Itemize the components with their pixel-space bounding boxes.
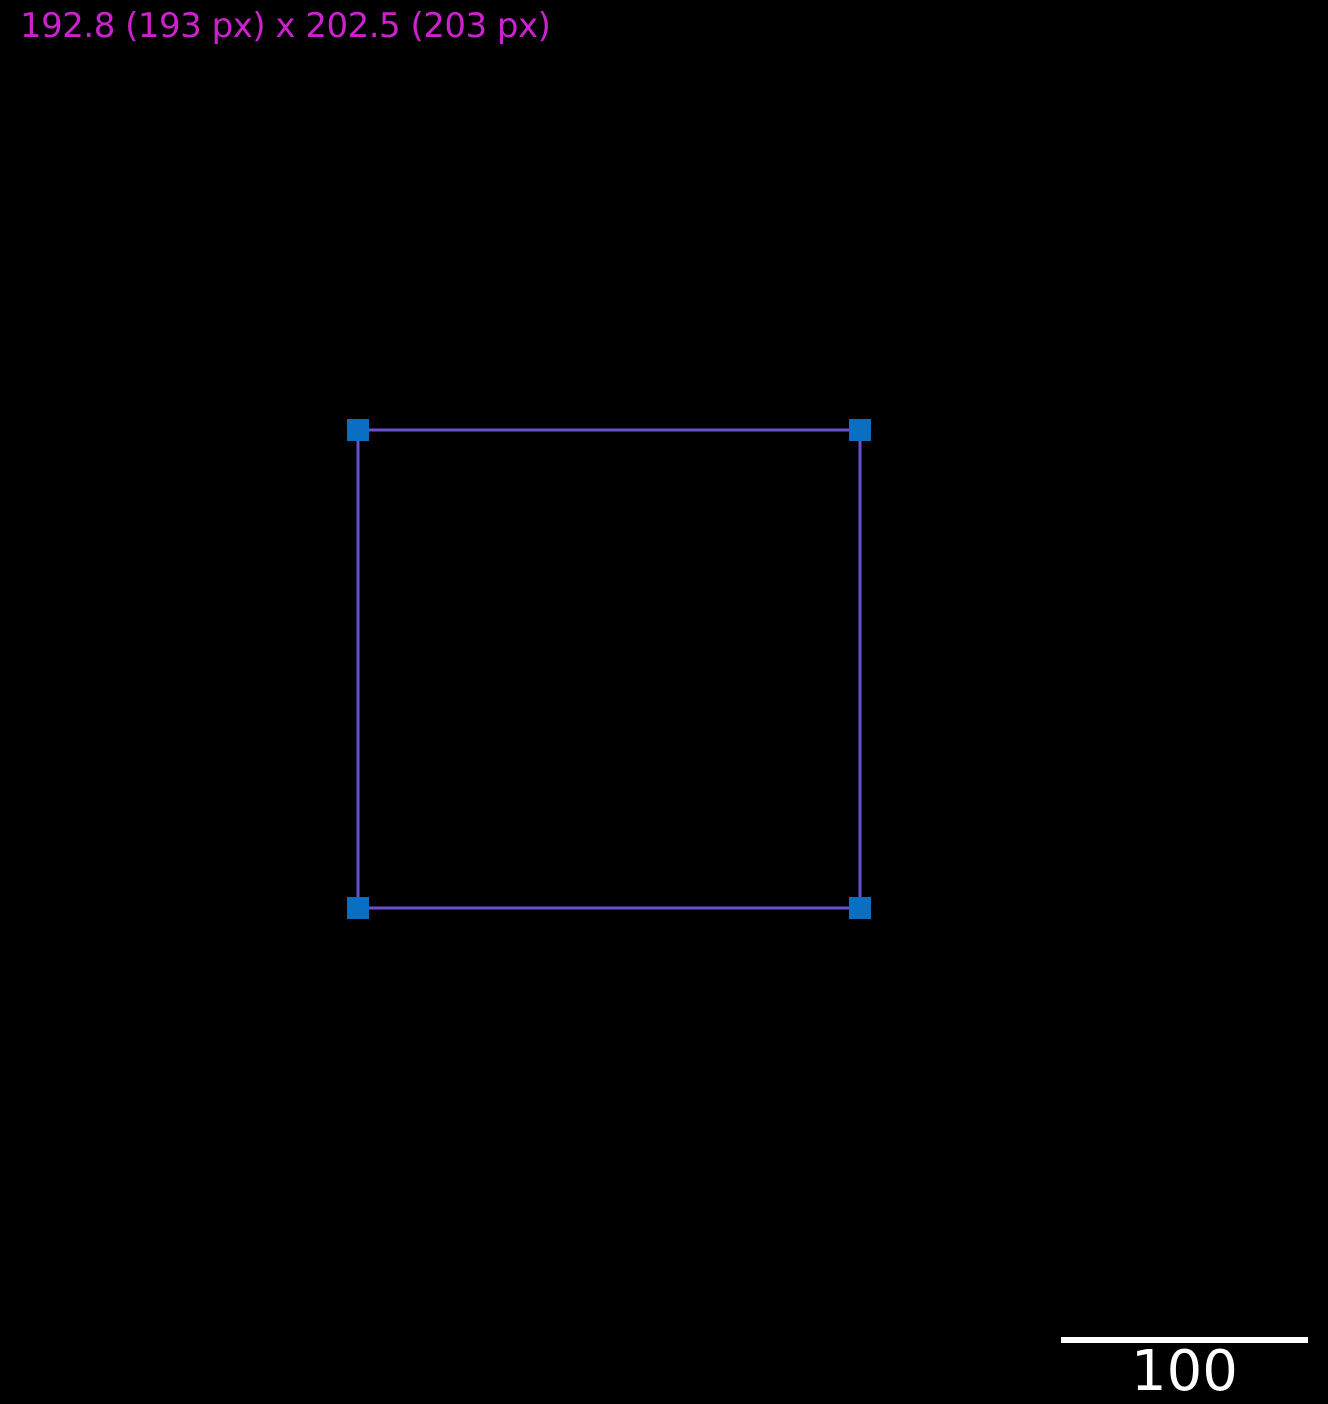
roi-handle-top-right[interactable] [849, 419, 871, 441]
roi-handle-top-left[interactable] [347, 419, 369, 441]
scale-bar [1061, 1337, 1308, 1343]
roi-handle-bottom-left[interactable] [347, 897, 369, 919]
roi-size-readout: 192.8 (193 px) x 202.5 (203 px) [20, 6, 551, 46]
roi-rectangle[interactable] [356, 428, 862, 910]
scale-bar-label: 100 [1131, 1339, 1238, 1404]
roi-handle-bottom-right[interactable] [849, 897, 871, 919]
